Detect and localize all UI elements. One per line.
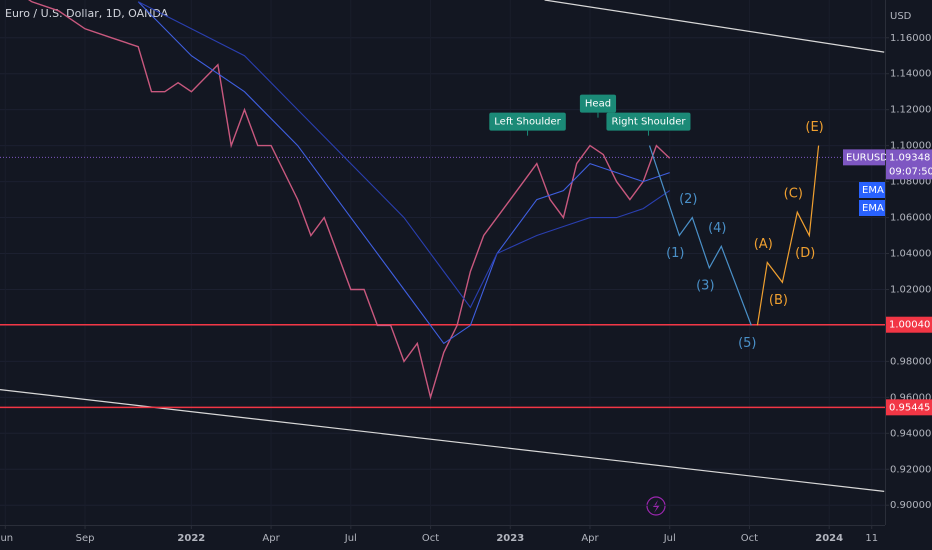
wave-label: (3) [696, 278, 714, 293]
pattern-label-text: Head [585, 99, 611, 110]
x-tick-label: 2024 [815, 533, 843, 544]
y-tick-label: 0.96000 [890, 392, 931, 403]
wave-label: (A) [754, 237, 773, 252]
currency: USD [890, 11, 912, 22]
x-tick-label: 2022 [177, 533, 205, 544]
price-label: 1.00040 [889, 320, 930, 331]
y-tick-label: 1.10000 [890, 141, 931, 152]
y-tick-label: 1.06000 [890, 213, 931, 224]
pattern-label: Right Shoulder [606, 112, 691, 136]
last-price-value: 1.09348 [889, 152, 930, 163]
x-tick-label: Apr [262, 533, 280, 544]
x-tick-label: Jul [663, 533, 676, 544]
x-tick-label: Oct [422, 533, 439, 544]
wave-label: (B) [769, 293, 788, 308]
trendline [544, 0, 885, 53]
chart-title: Euro / U.S. Dollar, 1D, OANDA [5, 7, 169, 20]
y-tick-label: 0.90000 [890, 500, 931, 511]
ema-tag [859, 182, 885, 198]
y-tick-label: 1.16000 [890, 33, 931, 44]
x-tick-label: Oct [741, 533, 758, 544]
y-tick-label: 0.98000 [890, 356, 931, 367]
ema-line [137, 1, 670, 345]
trendline [0, 389, 885, 492]
price-label: 0.95445 [889, 402, 930, 413]
x-tick-label: Apr [581, 533, 599, 544]
wave-projection [756, 145, 820, 326]
y-tick-label: 1.02000 [890, 284, 931, 295]
lightning [653, 500, 660, 513]
y-tick-label: 0.92000 [890, 464, 931, 475]
x-tick-label: 2023 [496, 533, 524, 544]
wave-label: (C) [784, 187, 803, 202]
event-icon[interactable] [646, 496, 666, 516]
wave-label: (4) [708, 221, 726, 236]
ema-line [137, 1, 671, 309]
last-price-value-box [886, 149, 932, 180]
y-tick-label: 1.08000 [890, 177, 931, 188]
plot-area [0, 0, 885, 506]
y-tick-label: 0.94000 [890, 428, 931, 439]
price-label-box [886, 399, 932, 416]
pattern-label: Left Shoulder [489, 112, 566, 136]
pattern-label-text: Right Shoulder [611, 117, 686, 128]
ema-tag [859, 200, 885, 216]
ema-tag-label: EMA [862, 185, 884, 196]
y-tick-label: 1.04000 [890, 249, 931, 260]
wave-label: (D) [795, 246, 815, 261]
pattern-label-box [489, 112, 566, 131]
pattern-label-box [579, 94, 617, 113]
y-tick-label: 1.12000 [890, 105, 931, 116]
pattern-label-box [606, 112, 691, 131]
pattern-label-text: Left Shoulder [494, 117, 561, 128]
x-tick-label: Sep [76, 533, 95, 544]
x-tick-label: Jul [344, 533, 357, 544]
currency-box [886, 2, 932, 30]
y-tick-label: 1.14000 [890, 69, 931, 80]
x-tick-label: 11 [865, 533, 878, 544]
x-tick-label: Jun [0, 533, 13, 544]
wave-label: (2) [679, 192, 697, 207]
wave-projection [648, 145, 752, 326]
pattern-label: Head [579, 94, 617, 118]
countdown: 09:07:50 [889, 166, 932, 177]
wave-label: (5) [738, 336, 756, 351]
last-price-name: EURUSD [846, 152, 888, 163]
wave-label: (1) [666, 246, 684, 261]
wave-label: (E) [805, 120, 823, 135]
last-price-box [843, 149, 885, 166]
ema-tag-label: EMA [862, 203, 884, 214]
price-label-box [886, 316, 932, 333]
price-line [27, 0, 671, 400]
